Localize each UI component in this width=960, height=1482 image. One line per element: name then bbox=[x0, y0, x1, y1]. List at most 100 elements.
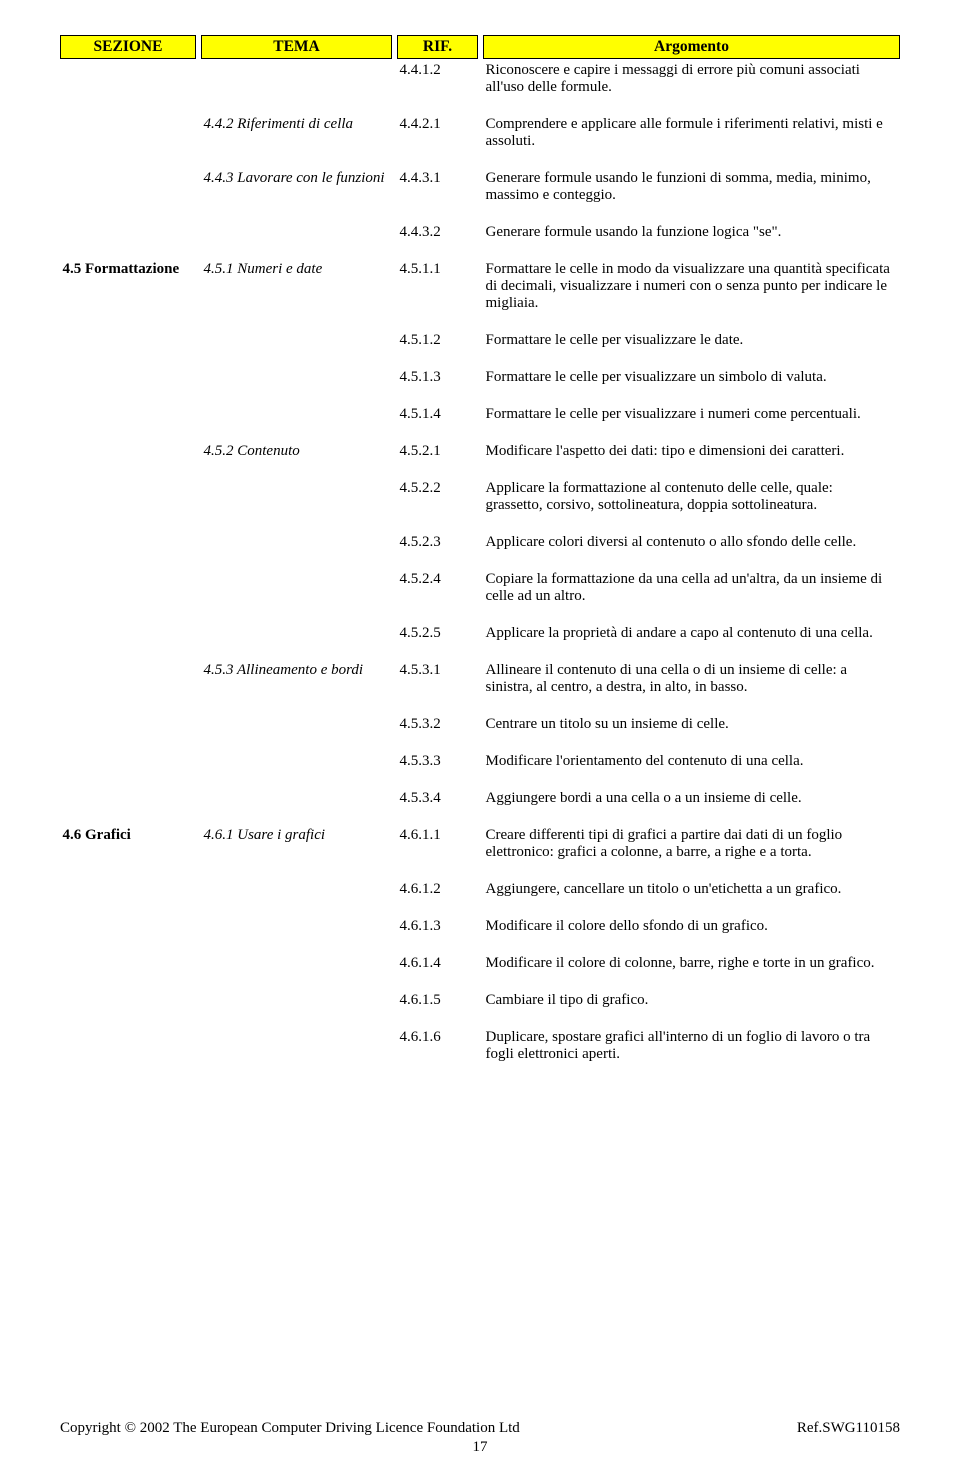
row-spacer bbox=[61, 389, 900, 403]
cell-tema bbox=[202, 989, 392, 1012]
row-spacer bbox=[61, 864, 900, 878]
cell-rif: 4.4.2.1 bbox=[398, 113, 478, 153]
cell-rif: 4.6.1.3 bbox=[398, 915, 478, 938]
cell-argomento: Formattare le celle per visualizzare le … bbox=[484, 329, 900, 352]
table-row: 4.4.3 Lavorare con le funzioni4.4.3.1Gen… bbox=[61, 167, 900, 207]
syllabus-table: SEZIONE TEMA RIF. Argomento 4.4.1.2Ricon… bbox=[60, 35, 900, 1080]
cell-argomento: Generare formule usando la funzione logi… bbox=[484, 221, 900, 244]
cell-sezione bbox=[61, 403, 196, 426]
cell-tema: 4.5.1 Numeri e date bbox=[202, 258, 392, 315]
cell-argomento: Modificare il colore dello sfondo di un … bbox=[484, 915, 900, 938]
cell-rif: 4.6.1.6 bbox=[398, 1026, 478, 1066]
table-row: 4.6.1.4Modificare il colore di colonne, … bbox=[61, 952, 900, 975]
cell-tema bbox=[202, 531, 392, 554]
cell-rif: 4.5.1.2 bbox=[398, 329, 478, 352]
cell-sezione bbox=[61, 59, 196, 100]
table-row: 4.5.3.3 Modificare l'orientamento del con… bbox=[61, 750, 900, 773]
table-row: 4.4.2 Riferimenti di cella4.4.2.1Compren… bbox=[61, 113, 900, 153]
row-spacer bbox=[61, 736, 900, 750]
header-rif: RIF. bbox=[398, 36, 478, 59]
table-row: 4.5.2.5Applicare la proprietà di andare … bbox=[61, 622, 900, 645]
row-spacer bbox=[61, 1012, 900, 1026]
cell-tema bbox=[202, 787, 392, 810]
cell-argomento: Comprendere e applicare alle formule i r… bbox=[484, 113, 900, 153]
cell-rif: 4.5.3.1 bbox=[398, 659, 478, 699]
cell-tema bbox=[202, 1026, 392, 1066]
cell-tema bbox=[202, 622, 392, 645]
table-row: 4.5.1.3Formattare le celle per visualizz… bbox=[61, 366, 900, 389]
cell-tema bbox=[202, 952, 392, 975]
table-row: 4.5.3 Allineamento e bordi4.5.3.1Allinea… bbox=[61, 659, 900, 699]
table-row: 4.6.1.5Cambiare il tipo di grafico. bbox=[61, 989, 900, 1012]
footer-copyright: Copyright © 2002 The European Computer D… bbox=[60, 1420, 520, 1437]
header-argomento: Argomento bbox=[484, 36, 900, 59]
cell-tema bbox=[202, 477, 392, 517]
row-spacer bbox=[61, 901, 900, 915]
cell-argomento: Centrare un titolo su un insieme di cell… bbox=[484, 713, 900, 736]
row-spacer bbox=[61, 244, 900, 258]
cell-argomento: Modificare l'orientamento del contenuto … bbox=[484, 750, 900, 773]
table-row: 4.5.2.4Copiare la formattazione da una c… bbox=[61, 568, 900, 608]
table-row: 4.5.2.3Applicare colori diversi al conte… bbox=[61, 531, 900, 554]
cell-tema: 4.6.1 Usare i grafici bbox=[202, 824, 392, 864]
row-spacer bbox=[61, 315, 900, 329]
row-spacer bbox=[61, 645, 900, 659]
cell-argomento: Cambiare il tipo di grafico. bbox=[484, 989, 900, 1012]
cell-tema bbox=[202, 366, 392, 389]
cell-sezione bbox=[61, 713, 196, 736]
cell-argomento: Modificare il colore di colonne, barre, … bbox=[484, 952, 900, 975]
cell-rif: 4.5.2.1 bbox=[398, 440, 478, 463]
cell-tema: 4.5.2 Contenuto bbox=[202, 440, 392, 463]
table-row: 4.6 Grafici4.6.1 Usare i grafici4.6.1.1C… bbox=[61, 824, 900, 864]
cell-argomento: Formattare le celle per visualizzare i n… bbox=[484, 403, 900, 426]
cell-sezione bbox=[61, 440, 196, 463]
cell-rif: 4.4.3.2 bbox=[398, 221, 478, 244]
cell-tema: 4.4.2 Riferimenti di cella bbox=[202, 113, 392, 153]
cell-argomento: Formattare le celle in modo da visualizz… bbox=[484, 258, 900, 315]
row-spacer bbox=[61, 352, 900, 366]
cell-sezione bbox=[61, 113, 196, 153]
cell-tema bbox=[202, 59, 392, 100]
header-tema: TEMA bbox=[202, 36, 392, 59]
cell-argomento: Copiare la formattazione da una cella ad… bbox=[484, 568, 900, 608]
cell-sezione bbox=[61, 622, 196, 645]
cell-tema bbox=[202, 915, 392, 938]
table-row: 4.5.2 Contenuto 4.5.2.1 Modificare l'aspet… bbox=[61, 440, 900, 463]
cell-rif: 4.5.3.2 bbox=[398, 713, 478, 736]
cell-rif: 4.5.3.3 bbox=[398, 750, 478, 773]
table-row: 4.4.3.2 Generare formule usando la funzio… bbox=[61, 221, 900, 244]
row-spacer bbox=[61, 207, 900, 221]
cell-sezione bbox=[61, 750, 196, 773]
cell-rif: 4.5.2.5 bbox=[398, 622, 478, 645]
cell-tema bbox=[202, 329, 392, 352]
row-spacer bbox=[61, 810, 900, 824]
cell-rif: 4.5.1.1 bbox=[398, 258, 478, 315]
cell-sezione: 4.5 Formattazione bbox=[61, 258, 196, 315]
table-header-row: SEZIONE TEMA RIF. Argomento bbox=[61, 36, 900, 59]
cell-tema bbox=[202, 221, 392, 244]
cell-rif: 4.5.2.4 bbox=[398, 568, 478, 608]
cell-sezione bbox=[61, 366, 196, 389]
table-row: 4.5.1.4 Formattare le celle per visualizz… bbox=[61, 403, 900, 426]
footer-page-number: 17 bbox=[60, 1437, 900, 1456]
cell-argomento: Modificare l'aspetto dei dati: tipo e di… bbox=[484, 440, 900, 463]
cell-rif: 4.5.2.3 bbox=[398, 531, 478, 554]
cell-sezione bbox=[61, 221, 196, 244]
cell-argomento: Generare formule usando le funzioni di s… bbox=[484, 167, 900, 207]
cell-sezione bbox=[61, 329, 196, 352]
cell-argomento: Aggiungere, cancellare un titolo o un'et… bbox=[484, 878, 900, 901]
row-spacer bbox=[61, 608, 900, 622]
row-spacer bbox=[61, 99, 900, 113]
cell-sezione bbox=[61, 568, 196, 608]
cell-sezione bbox=[61, 915, 196, 938]
cell-tema: 4.4.3 Lavorare con le funzioni bbox=[202, 167, 392, 207]
page-footer: Copyright © 2002 The European Computer D… bbox=[60, 1420, 900, 1456]
page: SEZIONE TEMA RIF. Argomento 4.4.1.2Ricon… bbox=[0, 0, 960, 1482]
row-spacer bbox=[61, 938, 900, 952]
row-spacer bbox=[61, 1066, 900, 1080]
table-row: 4.6.1.2Aggiungere, cancellare un titolo … bbox=[61, 878, 900, 901]
table-row: 4.5 Formattazione4.5.1 Numeri e date4.5.… bbox=[61, 258, 900, 315]
cell-tema: 4.5.3 Allineamento e bordi bbox=[202, 659, 392, 699]
cell-rif: 4.5.1.4 bbox=[398, 403, 478, 426]
cell-sezione bbox=[61, 989, 196, 1012]
